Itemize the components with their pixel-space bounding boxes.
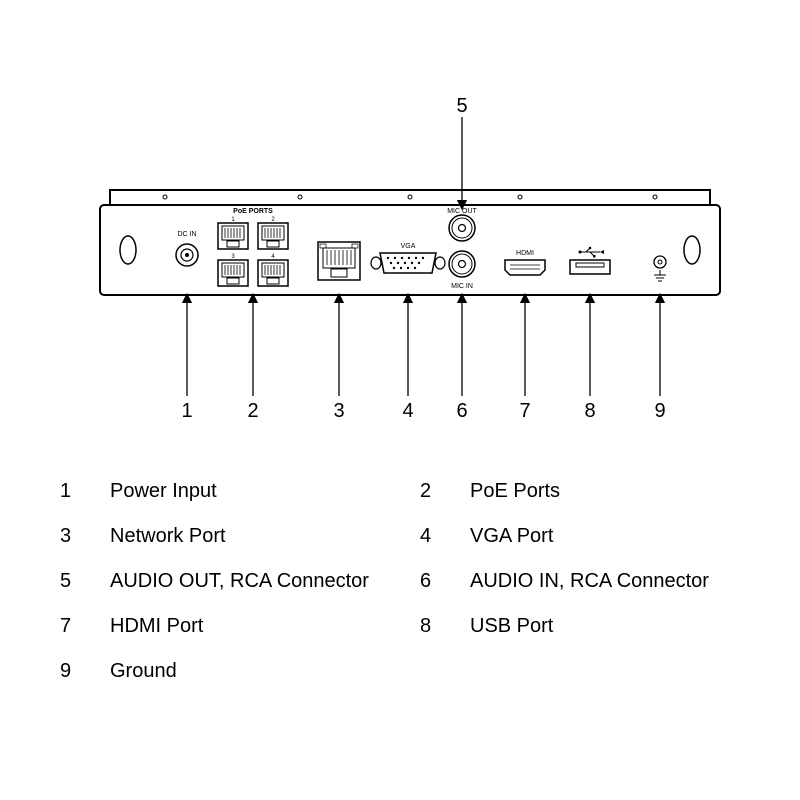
ground-terminal: [654, 256, 666, 281]
legend-num: 1: [60, 480, 110, 503]
legend-num: 5: [60, 570, 110, 593]
callout-number: 4: [396, 400, 420, 423]
legend-label: Network Port: [110, 525, 226, 548]
diagram-area: DC IN PoE PORTS 1 2 3 4: [0, 0, 800, 460]
legend-label: AUDIO OUT, RCA Connector: [110, 570, 369, 593]
svg-text:PoE PORTS: PoE PORTS: [233, 208, 273, 215]
legend-item: 9 Ground: [60, 660, 400, 683]
legend-label: Ground: [110, 660, 177, 683]
legend-label: VGA Port: [470, 525, 553, 548]
legend-num: 9: [60, 660, 110, 683]
svg-text:VGA: VGA: [401, 243, 416, 250]
svg-text:3: 3: [231, 254, 235, 260]
hdmi-port: HDMI: [505, 250, 545, 275]
poe-ports-block: PoE PORTS 1 2 3 4: [218, 208, 288, 286]
legend-num: 2: [420, 480, 470, 503]
legend-num: 4: [420, 525, 470, 548]
callout-number: 7: [513, 400, 537, 423]
svg-text:DC IN: DC IN: [177, 231, 196, 238]
audio-in-port: MIC IN: [449, 251, 475, 290]
legend-label: PoE Ports: [470, 480, 560, 503]
legend-num: 8: [420, 615, 470, 638]
usb-port: [570, 247, 610, 274]
callout-number: 3: [327, 400, 351, 423]
callout-number: 8: [578, 400, 602, 423]
vga-port: VGA: [371, 243, 445, 273]
legend-num: 3: [60, 525, 110, 548]
legend-num: 7: [60, 615, 110, 638]
legend-item: 6 AUDIO IN, RCA Connector: [420, 570, 760, 593]
callout-number: 1: [175, 400, 199, 423]
legend-label: Power Input: [110, 480, 217, 503]
legend-label: AUDIO IN, RCA Connector: [470, 570, 709, 593]
svg-text:MIC IN: MIC IN: [451, 283, 473, 290]
legend-item: 3 Network Port: [60, 525, 400, 548]
legend-item: 7 HDMI Port: [60, 615, 400, 638]
svg-text:4: 4: [271, 254, 275, 260]
audio-out-port: MIC OUT: [447, 208, 477, 241]
legend-num: 6: [420, 570, 470, 593]
legend-item: 4 VGA Port: [420, 525, 760, 548]
callout-lines: [187, 117, 660, 396]
svg-text:MIC OUT: MIC OUT: [447, 208, 477, 215]
network-port: [318, 242, 360, 280]
legend-item: 2 PoE Ports: [420, 480, 760, 503]
svg-text:2: 2: [271, 217, 275, 223]
callout-number: 2: [241, 400, 265, 423]
callout-number: 9: [648, 400, 672, 423]
legend-label: HDMI Port: [110, 615, 203, 638]
legend-item: 8 USB Port: [420, 615, 760, 638]
power-input-port: DC IN: [176, 231, 198, 266]
legend-item: 1 Power Input: [60, 480, 400, 503]
legend-item: 5 AUDIO OUT, RCA Connector: [60, 570, 400, 593]
callout-number: 6: [450, 400, 474, 423]
svg-text:HDMI: HDMI: [516, 250, 534, 257]
callout-number: 5: [450, 95, 474, 118]
legend-grid: 1 Power Input 2 PoE Ports 3 Network Port…: [60, 480, 760, 683]
device-svg: DC IN PoE PORTS 1 2 3 4: [0, 0, 800, 460]
svg-text:1: 1: [231, 217, 235, 223]
legend-label: USB Port: [470, 615, 553, 638]
